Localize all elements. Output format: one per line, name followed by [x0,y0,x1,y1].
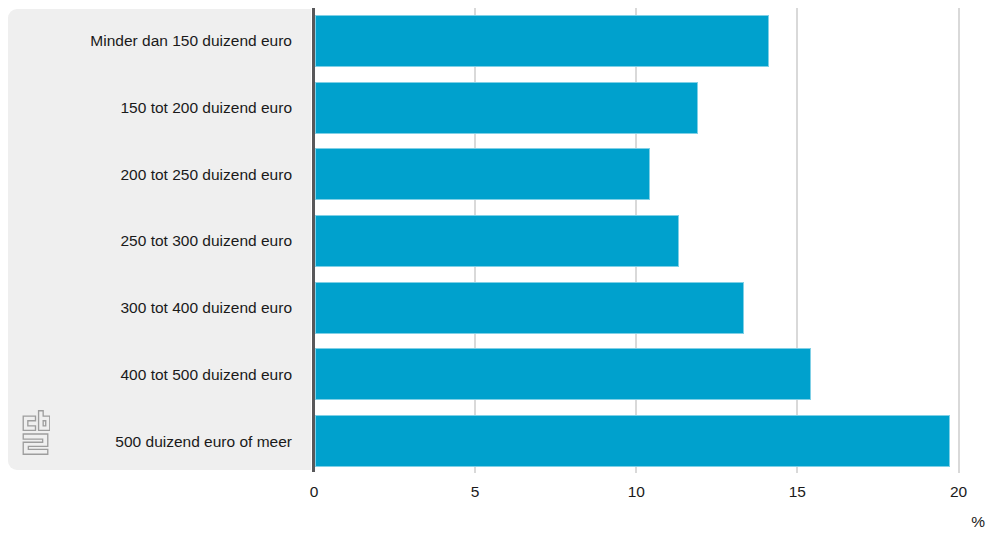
bar-chart: Minder dan 150 duizend euro 150 tot 200 d… [0,0,1000,545]
category-label: 300 tot 400 duizend euro [30,297,292,318]
category-label: 250 tot 300 duizend euro [30,230,292,251]
gridline-x-15 [796,8,798,473]
x-tick-label: 0 [284,483,344,501]
x-tick-label: 5 [445,483,505,501]
chart-bar[interactable] [315,282,744,334]
category-label: 200 tot 250 duizend euro [30,164,292,185]
x-axis-unit-label: % [885,513,985,531]
chart-bar[interactable] [315,215,679,267]
x-tick-label: 15 [767,483,827,501]
category-label: 400 tot 500 duizend euro [30,364,292,385]
chart-bar[interactable] [315,148,650,200]
gridline-x-20 [958,8,960,473]
category-label: Minder dan 150 duizend euro [30,30,292,51]
chart-bar[interactable] [315,15,769,67]
category-label: 150 tot 200 duizend euro [30,97,292,118]
x-tick-label: 20 [929,483,989,501]
category-label: 500 duizend euro of meer [30,431,292,452]
chart-bar[interactable] [315,415,950,467]
x-tick-label: 10 [606,483,666,501]
chart-bar[interactable] [315,348,811,400]
chart-bar[interactable] [315,82,698,134]
